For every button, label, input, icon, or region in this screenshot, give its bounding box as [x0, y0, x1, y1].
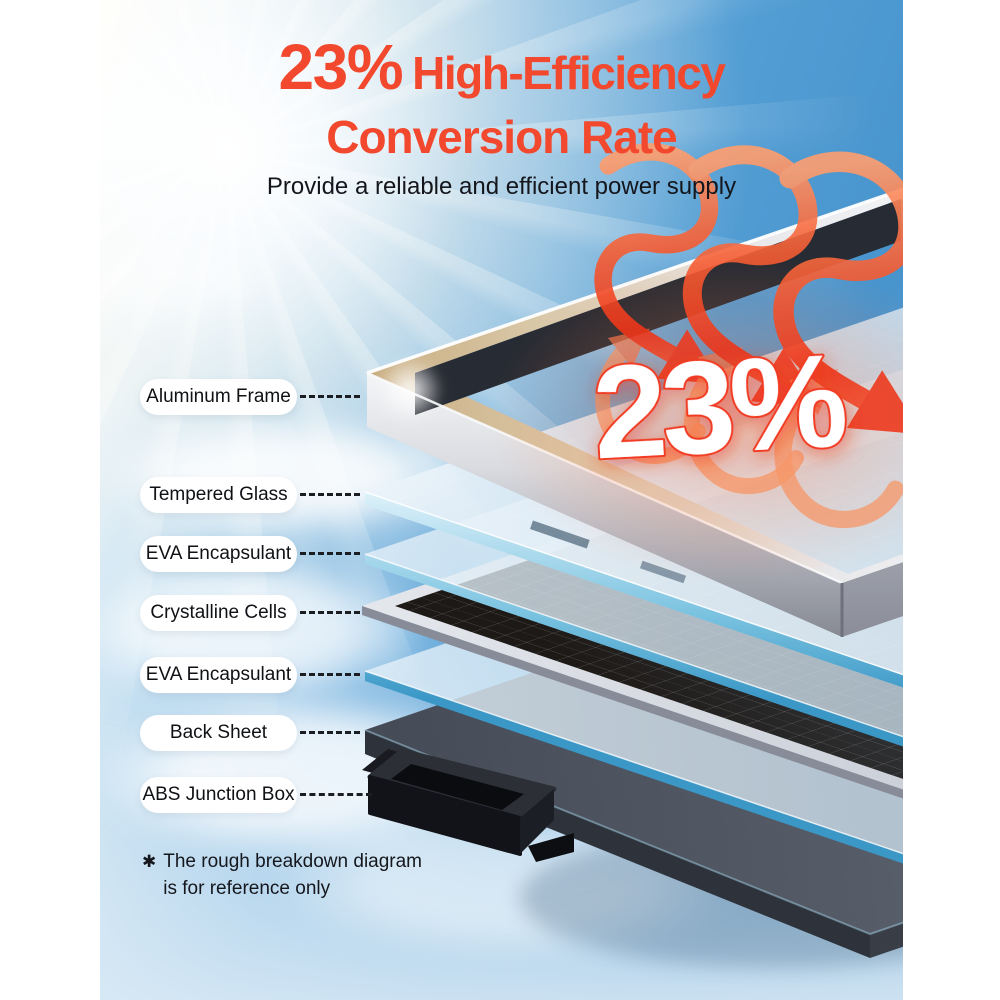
layer-label-text: Tempered Glass — [149, 484, 288, 505]
layer-label-text: EVA Encapsulant — [145, 664, 292, 685]
footnote-line1: The rough breakdown diagram — [163, 851, 423, 872]
efficiency-badge-text: 23% — [590, 326, 848, 486]
label-dash-line — [300, 611, 360, 614]
sun-glint — [376, 356, 444, 424]
layer-label-text: Aluminum Frame — [146, 386, 291, 407]
layer-label-back-sheet: Back Sheet — [140, 715, 297, 751]
label-dash-line — [300, 395, 360, 398]
footnote-line2: is for reference only — [163, 878, 331, 899]
layer-label-text: Crystalline Cells — [150, 602, 287, 623]
solar-panel-exploded-diagram: 23% — [362, 143, 903, 968]
label-dash-line — [300, 793, 372, 796]
abs-junction-box — [362, 748, 574, 862]
layer-label-aluminum-frame: Aluminum Frame — [140, 379, 297, 415]
footnote-text: The rough breakdown diagram is for refer… — [163, 848, 422, 902]
title-rest: High-Efficiency — [412, 47, 726, 99]
layer-label-tempered-glass: Tempered Glass — [140, 477, 297, 513]
layer-label-crystalline-cells: Crystalline Cells — [140, 595, 297, 631]
page-title-line2: Conversion Rate — [326, 111, 678, 163]
layer-label-text: EVA Encapsulant — [145, 543, 292, 564]
layer-label-text: Back Sheet — [169, 722, 268, 743]
footnote: ✱ The rough breakdown diagram is for ref… — [142, 848, 422, 902]
photo-area: 23% 23% High-Efficiency Conversion Rate P… — [100, 0, 903, 1000]
title-stat: 23% — [278, 31, 404, 103]
layer-label-abs-junction-box: ABS Junction Box — [140, 777, 297, 813]
label-dash-line — [300, 731, 360, 734]
headline-block: 23% High-Efficiency Conversion Rate Provi… — [100, 35, 903, 201]
page-title: 23% High-Efficiency — [100, 35, 903, 109]
heat-arrows — [594, 143, 903, 529]
label-dash-line — [300, 493, 360, 496]
label-dash-line — [300, 673, 360, 676]
layer-label-eva-upper: EVA Encapsulant — [140, 536, 297, 572]
asterisk-marker: ✱ — [142, 852, 157, 871]
label-dash-line — [300, 552, 360, 555]
cloud — [100, 240, 280, 320]
subtitle: Provide a reliable and efficient power s… — [266, 173, 737, 200]
layer-label-text: ABS Junction Box — [142, 784, 295, 805]
layer-label-eva-lower: EVA Encapsulant — [140, 657, 297, 693]
